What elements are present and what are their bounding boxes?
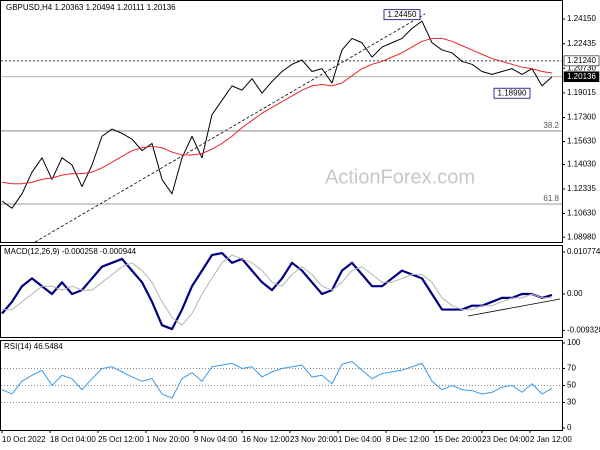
- marker-label: 1.24450: [388, 10, 417, 19]
- price-label: 1.21240: [567, 56, 596, 65]
- x-tick-label: 23 Dec 04:00: [482, 435, 530, 444]
- y-tick-label: 100: [567, 338, 581, 347]
- marker-box: [493, 87, 531, 99]
- main-panel: [0, 0, 563, 243]
- y-tick-label: 50: [567, 381, 576, 390]
- x-tick-label: 16 Nov 12:00: [242, 435, 290, 444]
- y-tick-label: 0.010774: [567, 247, 600, 256]
- series-line: [2, 254, 553, 326]
- x-tick-label: 15 Dec 20:00: [434, 435, 482, 444]
- price-box: [563, 71, 600, 83]
- marker-label: 1.18990: [498, 88, 527, 97]
- marker-box: [383, 9, 421, 21]
- x-tick-label: 1 Nov 20:00: [146, 435, 190, 444]
- y-tick-label: 1.17300: [567, 113, 596, 122]
- rsi-title: RSI(14) 46.5484: [4, 342, 63, 351]
- y-tick-label: 1.08980: [567, 232, 596, 241]
- y-tick-label: -0.009328: [567, 325, 600, 334]
- x-tick-label: 25 Oct 12:00: [98, 435, 144, 444]
- series-line: [1, 20, 553, 209]
- y-tick-label: 70: [567, 364, 576, 373]
- chart-title: GBPUSD,H4 1.20363 1.20494 1.20111 1.2013…: [6, 3, 176, 12]
- macd-panel: [0, 245, 563, 338]
- y-tick-label: 1.10630: [567, 209, 596, 218]
- price-box: [563, 55, 600, 67]
- y-tick-label: 1.12335: [567, 184, 596, 193]
- watermark: ActionForex.com: [325, 166, 475, 188]
- x-tick-label: 8 Dec 12:00: [386, 435, 430, 444]
- x-tick-label: 9 Nov 04:00: [194, 435, 238, 444]
- y-tick-label: 1.14030: [567, 160, 596, 169]
- y-tick-label: 1.24150: [567, 14, 596, 23]
- macd-trendline: [467, 298, 561, 317]
- x-tick-label: 10 Oct 2022: [2, 435, 46, 444]
- y-tick-label: 1.15630: [567, 137, 596, 146]
- series-line: [1, 37, 553, 185]
- y-tick-label: 1.20730: [567, 63, 596, 72]
- x-tick-label: 23 Nov 20:00: [290, 435, 338, 444]
- price-label: 1.20136: [567, 72, 596, 81]
- x-tick-label: 2 Jan 12:00: [530, 435, 572, 444]
- y-tick-label: 0.00: [567, 289, 583, 298]
- y-tick-label: 1.22435: [567, 39, 596, 48]
- fib-label: 38.2: [543, 121, 559, 130]
- x-tick-label: 1 Dec 04:00: [338, 435, 382, 444]
- series-line: [1, 361, 553, 399]
- y-tick-label: 0: [567, 423, 572, 432]
- fib-label: 61.8: [543, 194, 559, 203]
- y-tick-label: 1.19015: [567, 88, 596, 97]
- y-tick-label: 30: [567, 398, 576, 407]
- macd-title: MACD(12,26,9) -0.000258 -0.000944: [4, 247, 137, 256]
- x-tick-label: 18 Oct 04:00: [50, 435, 96, 444]
